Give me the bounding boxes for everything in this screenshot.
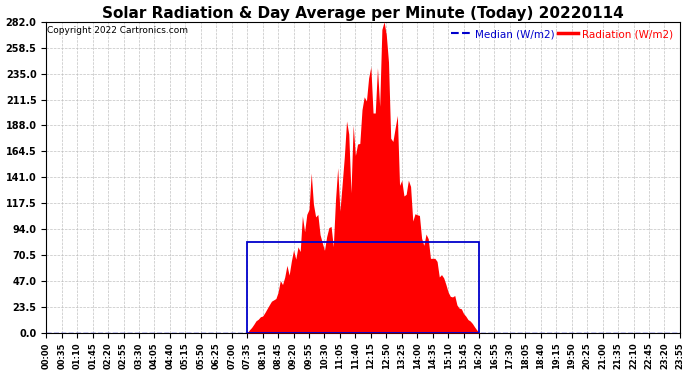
Text: Copyright 2022 Cartronics.com: Copyright 2022 Cartronics.com xyxy=(47,26,188,35)
Legend: Median (W/m2), Radiation (W/m2): Median (W/m2), Radiation (W/m2) xyxy=(448,27,675,41)
Title: Solar Radiation & Day Average per Minute (Today) 20220114: Solar Radiation & Day Average per Minute… xyxy=(102,6,624,21)
Bar xyxy=(247,242,479,333)
